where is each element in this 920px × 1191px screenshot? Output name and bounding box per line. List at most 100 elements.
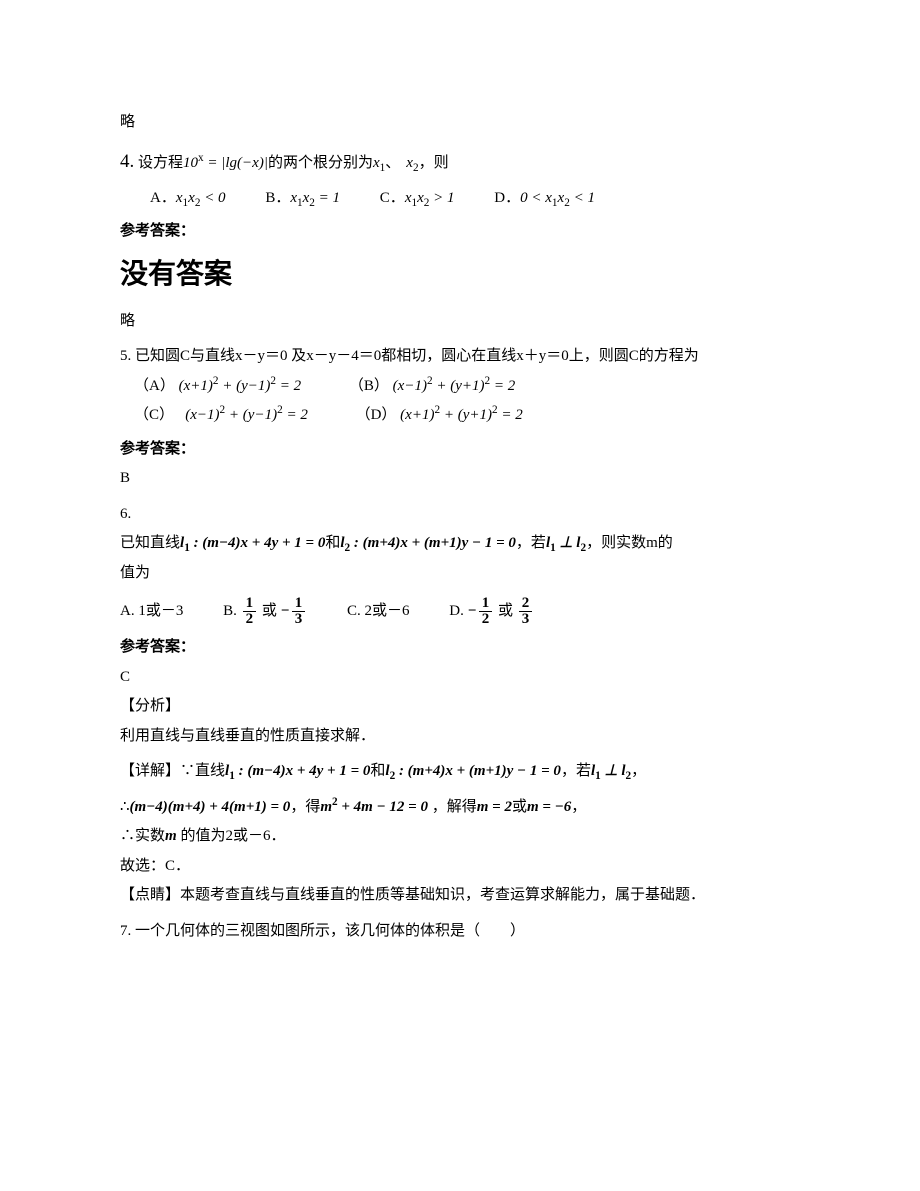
d1-post: ，若 bbox=[561, 763, 591, 779]
opt-math: (x+1)2 + (y−1)2 = 2 bbox=[179, 378, 302, 394]
d2-mid: ，得 bbox=[290, 799, 320, 815]
q6-detail-line2: ∴(m−4)(m+4) + 4(m+1) = 0，得m2 + 4m − 12 =… bbox=[120, 795, 800, 821]
frac-den: 2 bbox=[479, 612, 493, 627]
opt-math: (x−1)2 + (y−1)2 = 2 bbox=[185, 407, 308, 423]
d2-sol1: m = 2 bbox=[477, 799, 512, 815]
fraction: 12 bbox=[479, 596, 493, 627]
opt-math: 0 < x1x2 < 1 bbox=[520, 190, 595, 206]
q7: 7. 一个几何体的三视图如图所示，该几何体的体积是（ ） bbox=[120, 919, 800, 945]
or-text: 或 bbox=[498, 603, 513, 619]
q6-stem-2: ，若 bbox=[516, 535, 546, 551]
q6-stem-1: 已知直线 bbox=[120, 535, 180, 551]
q4-opt-b: B．x1x2 = 1 bbox=[265, 186, 340, 212]
q6-options: A. 1或－3 B. 12 或 −13 C. 2或－6 D. −12 或 23 bbox=[120, 596, 800, 627]
frac-den: 3 bbox=[292, 612, 306, 627]
opt-label: （D） bbox=[356, 407, 397, 423]
d2-pre: ∴ bbox=[120, 799, 130, 815]
frac-num: 2 bbox=[519, 596, 533, 612]
opt-label: （C） bbox=[134, 407, 174, 423]
opt-label: A. bbox=[120, 603, 138, 619]
q6-stem-3: ，则实数m的 bbox=[586, 535, 673, 551]
opt-label: （B） bbox=[349, 378, 389, 394]
q5-opt-d: （D） (x+1)2 + (y+1)2 = 2 bbox=[356, 403, 523, 429]
opt-math: x1x2 = 1 bbox=[290, 190, 340, 206]
opt-text: 2或－6 bbox=[365, 603, 410, 619]
q4-stem-3: ，则 bbox=[419, 155, 449, 171]
opt-label: B. bbox=[223, 603, 241, 619]
q5-answer-label: 参考答案： bbox=[120, 437, 800, 463]
q6-and1: 和 bbox=[325, 535, 340, 551]
q4-stem-2: 的两个根分别为 bbox=[268, 155, 373, 171]
q6-l2: l2 : (m+4)x + (m+1)y − 1 = 0 bbox=[340, 535, 516, 551]
d2-sol2: m = −6 bbox=[527, 799, 571, 815]
q5-options-row1: （A） (x+1)2 + (y−1)2 = 2 （B） (x−1)2 + (y+… bbox=[134, 374, 800, 400]
q6-stem-line1: 已知直线l1 : (m−4)x + 4y + 1 = 0和l2 : (m+4)x… bbox=[120, 531, 800, 557]
q4-x2: x2 bbox=[406, 155, 418, 171]
opt-label: （A） bbox=[134, 378, 175, 394]
q6-opt-c: C. 2或－6 bbox=[347, 599, 410, 625]
fraction: 23 bbox=[519, 596, 533, 627]
fraction: 13 bbox=[292, 596, 306, 627]
q4-x1: x1 bbox=[373, 155, 385, 171]
q4: 4. 设方程10x = |lg(−x)|的两个根分别为x1、x2，则 A．x1x… bbox=[120, 146, 800, 335]
d1-perp: l1 ⊥ l2 bbox=[591, 763, 631, 779]
q6: 6. 已知直线l1 : (m−4)x + 4y + 1 = 0和l2 : (m+… bbox=[120, 502, 800, 909]
q4-options: A．x1x2 < 0 B．x1x2 = 1 C．x1x2 > 1 D．0 < x… bbox=[150, 186, 800, 212]
opt-math: (x+1)2 + (y+1)2 = 2 bbox=[400, 407, 523, 423]
opt-math: x1x2 > 1 bbox=[405, 190, 455, 206]
fraction: 12 bbox=[243, 596, 257, 627]
comment-text: 本题考查直线与直线垂直的性质等基础知识，考查运算求解能力，属于基础题． bbox=[180, 887, 705, 903]
detail-label: 【详解】 bbox=[120, 763, 180, 779]
opt-label: D. bbox=[449, 603, 467, 619]
q6-analysis: 利用直线与直线垂直的性质直接求解． bbox=[120, 724, 800, 750]
neg-sign: − bbox=[281, 603, 290, 619]
opt-label: A． bbox=[150, 190, 176, 206]
q4-opt-c: C．x1x2 > 1 bbox=[380, 186, 455, 212]
q6-opt-b: B. 12 或 −13 bbox=[223, 596, 307, 627]
q5-opt-a: （A） (x+1)2 + (y−1)2 = 2 bbox=[134, 374, 301, 400]
comment-label: 【点睛】 bbox=[120, 887, 180, 903]
d1-l1: l1 : (m−4)x + 4y + 1 = 0 bbox=[225, 763, 370, 779]
d3-pre: ∴实数 bbox=[120, 828, 165, 844]
q5-options-row2: （C） (x−1)2 + (y−1)2 = 2 （D） (x+1)2 + (y+… bbox=[134, 403, 800, 429]
d1-comma: ， bbox=[631, 763, 646, 779]
d3-m: m bbox=[165, 828, 177, 844]
d2-or: 或 bbox=[512, 799, 527, 815]
neg-sign: − bbox=[468, 603, 477, 619]
q6-perp: l1 ⊥ l2 bbox=[546, 535, 586, 551]
frac-num: 1 bbox=[243, 596, 257, 612]
q6-number: 6. bbox=[120, 502, 800, 528]
q6-opt-d: D. −12 或 23 bbox=[449, 596, 534, 627]
opt-label: C. bbox=[347, 603, 365, 619]
d2-mid2: ，解得 bbox=[432, 799, 477, 815]
d1-pre: ∵直线 bbox=[180, 763, 225, 779]
opt-text: 1或－3 bbox=[138, 603, 183, 619]
q6-l1: l1 : (m−4)x + 4y + 1 = 0 bbox=[180, 535, 325, 551]
opt-label: C． bbox=[380, 190, 405, 206]
q6-analysis-label: 【分析】 bbox=[120, 694, 800, 720]
q7-stem: 7. 一个几何体的三视图如图所示，该几何体的体积是（ ） bbox=[120, 919, 800, 945]
q3-brief: 略 bbox=[120, 110, 800, 136]
q6-comment: 【点睛】本题考查直线与直线垂直的性质等基础知识，考查运算求解能力，属于基础题． bbox=[120, 883, 800, 909]
q4-opt-d: D．0 < x1x2 < 1 bbox=[494, 186, 595, 212]
q6-opt-a: A. 1或－3 bbox=[120, 599, 183, 625]
d2-eq2: m2 + 4m − 12 = 0 bbox=[320, 799, 428, 815]
q6-detail-line3: ∴实数m 的值为2或－6． bbox=[120, 824, 800, 850]
q5: 5. 已知圆C与直线x－y＝0 及x－y－4＝0都相切，圆心在直线x＋y＝0上，… bbox=[120, 344, 800, 492]
frac-num: 1 bbox=[479, 596, 493, 612]
d1-and: 和 bbox=[370, 763, 385, 779]
q4-brief: 略 bbox=[120, 309, 800, 335]
q6-stem-line2: 值为 bbox=[120, 561, 800, 587]
q6-answer: C bbox=[120, 665, 800, 691]
q5-opt-b: （B） (x−1)2 + (y+1)2 = 2 bbox=[349, 374, 515, 400]
q6-detail-line4: 故选：C． bbox=[120, 854, 800, 880]
q4-opt-a: A．x1x2 < 0 bbox=[150, 186, 226, 212]
frac-den: 2 bbox=[243, 612, 257, 627]
frac-den: 3 bbox=[519, 612, 533, 627]
q4-stem: 4. 设方程10x = |lg(−x)|的两个根分别为x1、x2，则 bbox=[120, 146, 800, 178]
q4-equation: 10x = |lg(−x)| bbox=[183, 155, 268, 171]
q4-no-answer: 没有答案 bbox=[120, 251, 800, 299]
d1-l2: l2 : (m+4)x + (m+1)y − 1 = 0 bbox=[385, 763, 561, 779]
opt-label: B． bbox=[265, 190, 290, 206]
q4-sep: 、 bbox=[385, 155, 400, 171]
